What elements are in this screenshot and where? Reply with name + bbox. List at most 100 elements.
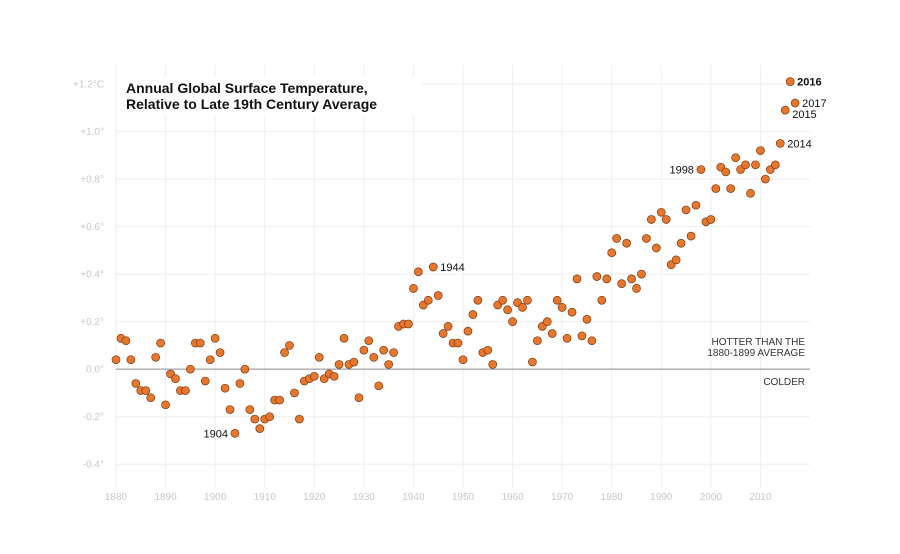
data-point-1898 [200, 376, 210, 386]
data-point-1960 [508, 317, 517, 327]
chart-title-line-2: Relative to Late 19th Century Average [126, 96, 377, 112]
data-point-1964 [528, 357, 537, 367]
data-point-1899 [205, 355, 215, 365]
x-tick-label: 1940 [402, 492, 425, 503]
data-point-1985 [632, 284, 641, 293]
data-point-1933 [374, 381, 384, 391]
data-point-1945 [433, 291, 443, 300]
data-point-1931 [364, 336, 374, 346]
x-tick-label: 2010 [749, 492, 772, 503]
data-point-2000 [706, 215, 716, 224]
data-point-1883 [126, 355, 136, 365]
data-point-1981 [612, 234, 622, 243]
data-point-1995 [681, 205, 691, 215]
data-point-1888 [151, 352, 161, 362]
chart-title: Annual Global Surface Temperature, Relat… [118, 76, 422, 116]
data-point-2013 [770, 160, 780, 170]
data-point-1944 [428, 262, 438, 272]
chart-title-line-1: Annual Global Surface Temperature, [126, 80, 368, 96]
data-point-2003 [721, 167, 731, 177]
data-point-1880 [111, 355, 121, 365]
data-point-1929 [354, 393, 364, 403]
data-point-1911 [265, 412, 275, 422]
data-point-1963 [523, 295, 532, 305]
data-point-1940 [409, 284, 418, 293]
data-point-1886 [141, 386, 151, 395]
data-point-1951 [463, 326, 473, 336]
data-point-1926 [339, 333, 349, 343]
data-point-1894 [181, 386, 190, 395]
point-label-1944: 1944 [440, 262, 464, 274]
hotter-annotation-line-1: HOTTER THAN THE [711, 337, 805, 348]
data-point-1962 [518, 303, 527, 312]
data-point-2010 [756, 146, 765, 155]
data-point-1989 [651, 243, 661, 253]
data-point-1974 [577, 331, 587, 341]
data-point-1946 [438, 329, 448, 338]
data-point-2009 [751, 160, 760, 170]
data-point-1932 [369, 352, 379, 362]
zone-annotations: HOTTER THAN THE 1880-1899 AVERAGE COLDER [707, 337, 805, 388]
data-point-1887 [146, 393, 156, 403]
y-tick-label: +0.6° [80, 222, 104, 233]
data-point-1916 [290, 388, 299, 398]
data-point-2008 [746, 188, 755, 198]
data-point-1996 [686, 231, 696, 241]
point-labels: 1904 1944 1998 2014 2015 2016 2017 [203, 77, 826, 441]
data-point-1978 [597, 295, 607, 305]
data-points [111, 77, 800, 438]
data-point-1930 [359, 345, 369, 355]
data-point-1967 [542, 317, 552, 327]
data-point-1997 [691, 200, 701, 210]
data-point-1982 [617, 279, 626, 288]
hotter-annotation-line-2: 1880-1899 AVERAGE [707, 348, 805, 359]
data-point-1906 [240, 364, 250, 374]
data-point-1917 [295, 414, 304, 424]
data-point-1990 [656, 207, 666, 217]
y-tick-label: +0.4° [80, 270, 104, 281]
data-point-1958 [498, 295, 508, 305]
data-point-1909 [255, 424, 265, 433]
data-point-1904 [230, 428, 240, 438]
x-tick-label: 1920 [303, 492, 326, 503]
data-point-2015 [780, 105, 790, 115]
data-point-1971 [562, 333, 572, 343]
data-point-1991 [661, 215, 671, 224]
data-point-1972 [567, 307, 577, 317]
data-point-1969 [552, 295, 562, 305]
point-label-2017: 2017 [802, 98, 826, 110]
data-point-1980 [607, 248, 617, 258]
data-point-1921 [314, 352, 324, 362]
data-point-1947 [443, 322, 453, 331]
data-point-1889 [156, 338, 165, 348]
x-tick-label: 1900 [204, 492, 227, 503]
data-point-1914 [280, 348, 289, 357]
y-tick-label: 0.0° [86, 365, 104, 376]
data-point-1895 [186, 364, 195, 374]
data-point-1900 [210, 333, 220, 343]
data-point-1934 [379, 345, 389, 355]
x-tick-label: 1960 [501, 492, 524, 503]
data-point-1965 [533, 336, 542, 346]
data-point-1907 [245, 405, 255, 414]
data-point-1955 [483, 345, 493, 355]
data-point-1952 [468, 310, 478, 319]
data-point-1915 [285, 341, 294, 350]
x-tick-label: 2000 [700, 492, 723, 503]
data-point-2004 [726, 184, 736, 193]
data-point-1920 [309, 371, 319, 381]
x-tick-label: 1910 [254, 492, 277, 503]
data-point-1928 [349, 357, 359, 367]
point-label-2016: 2016 [797, 77, 821, 89]
data-point-2016 [785, 77, 795, 86]
colder-annotation: COLDER [763, 377, 805, 388]
x-tick-label: 1950 [452, 492, 475, 503]
data-point-1983 [622, 238, 631, 248]
grid [115, 65, 810, 488]
data-point-2011 [761, 174, 770, 184]
y-tick-label: -0.2° [83, 412, 104, 423]
data-point-1892 [171, 374, 180, 384]
data-point-1987 [642, 234, 651, 243]
